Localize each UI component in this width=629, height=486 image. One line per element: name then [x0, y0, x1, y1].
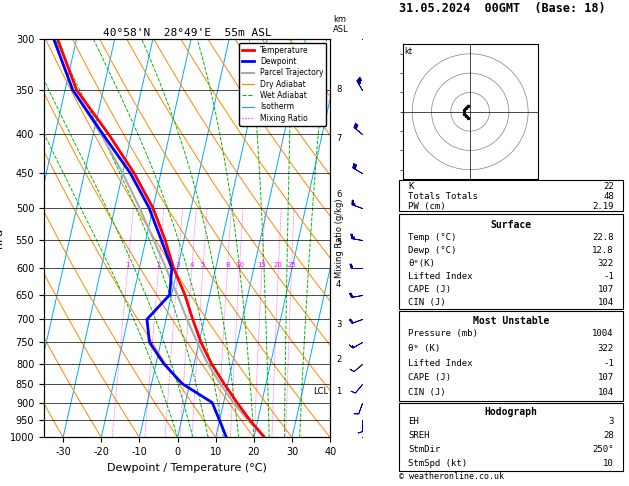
Text: 3: 3 [336, 319, 342, 329]
Text: Pressure (mb): Pressure (mb) [408, 329, 478, 338]
Text: © weatheronline.co.uk: © weatheronline.co.uk [399, 472, 504, 481]
Text: 22: 22 [603, 182, 614, 191]
Text: 2: 2 [157, 262, 160, 268]
Text: 10: 10 [603, 459, 614, 468]
Text: Surface: Surface [491, 220, 532, 229]
Text: 3: 3 [608, 417, 614, 426]
Text: 104: 104 [598, 297, 614, 307]
Text: 3: 3 [175, 262, 180, 268]
Text: 48: 48 [603, 192, 614, 201]
Text: SREH: SREH [408, 431, 430, 440]
Text: Lifted Index: Lifted Index [408, 272, 473, 280]
Text: 31.05.2024  00GMT  (Base: 18): 31.05.2024 00GMT (Base: 18) [399, 1, 606, 15]
Text: 20: 20 [274, 262, 283, 268]
Text: -1: -1 [603, 359, 614, 367]
X-axis label: Dewpoint / Temperature (°C): Dewpoint / Temperature (°C) [107, 463, 267, 473]
Y-axis label: hPa: hPa [0, 228, 4, 248]
FancyBboxPatch shape [399, 311, 623, 401]
Title: 40°58'N  28°49'E  55m ASL: 40°58'N 28°49'E 55m ASL [103, 28, 272, 38]
Text: km
ASL: km ASL [333, 15, 349, 34]
Text: 12.8: 12.8 [593, 246, 614, 255]
Text: 107: 107 [598, 285, 614, 294]
Text: CAPE (J): CAPE (J) [408, 373, 452, 382]
Text: 8: 8 [336, 86, 342, 94]
Text: CAPE (J): CAPE (J) [408, 285, 452, 294]
FancyBboxPatch shape [399, 180, 623, 211]
Text: K: K [408, 182, 414, 191]
Text: CIN (J): CIN (J) [408, 297, 446, 307]
Text: 5: 5 [201, 262, 205, 268]
Text: Hodograph: Hodograph [484, 407, 538, 417]
Text: 2: 2 [336, 355, 341, 364]
Text: 5: 5 [336, 238, 341, 247]
Text: 2.19: 2.19 [593, 202, 614, 211]
Text: 250°: 250° [593, 445, 614, 454]
Text: 4: 4 [189, 262, 194, 268]
Text: 22.8: 22.8 [593, 233, 614, 242]
Text: Mixing Ratio (g/kg): Mixing Ratio (g/kg) [335, 198, 344, 278]
Text: 6: 6 [336, 190, 342, 199]
Text: Dewp (°C): Dewp (°C) [408, 246, 457, 255]
Text: 7: 7 [336, 134, 342, 143]
Text: 10: 10 [235, 262, 244, 268]
Text: kt: kt [404, 47, 413, 56]
Text: 1: 1 [336, 387, 341, 396]
FancyBboxPatch shape [399, 403, 623, 471]
Text: Totals Totals: Totals Totals [408, 192, 478, 201]
Text: 107: 107 [598, 373, 614, 382]
Text: -1: -1 [603, 272, 614, 280]
Text: CIN (J): CIN (J) [408, 388, 446, 397]
Text: θᵉ(K): θᵉ(K) [408, 259, 435, 268]
Text: 104: 104 [598, 388, 614, 397]
Legend: Temperature, Dewpoint, Parcel Trajectory, Dry Adiabat, Wet Adiabat, Isotherm, Mi: Temperature, Dewpoint, Parcel Trajectory… [239, 43, 326, 125]
Text: 8: 8 [225, 262, 230, 268]
Text: 322: 322 [598, 344, 614, 353]
Text: 322: 322 [598, 259, 614, 268]
Text: 4: 4 [336, 280, 341, 289]
Text: 1004: 1004 [593, 329, 614, 338]
Text: 28: 28 [603, 431, 614, 440]
Text: StmDir: StmDir [408, 445, 440, 454]
Text: EH: EH [408, 417, 419, 426]
Text: PW (cm): PW (cm) [408, 202, 446, 211]
Text: Temp (°C): Temp (°C) [408, 233, 457, 242]
Text: 15: 15 [257, 262, 266, 268]
Text: StmSpd (kt): StmSpd (kt) [408, 459, 467, 468]
Text: 25: 25 [287, 262, 296, 268]
Text: Most Unstable: Most Unstable [473, 316, 549, 327]
Text: Lifted Index: Lifted Index [408, 359, 473, 367]
FancyBboxPatch shape [399, 214, 623, 309]
Text: θᵉ (K): θᵉ (K) [408, 344, 440, 353]
Text: LCL: LCL [313, 387, 328, 396]
Text: 1: 1 [125, 262, 130, 268]
